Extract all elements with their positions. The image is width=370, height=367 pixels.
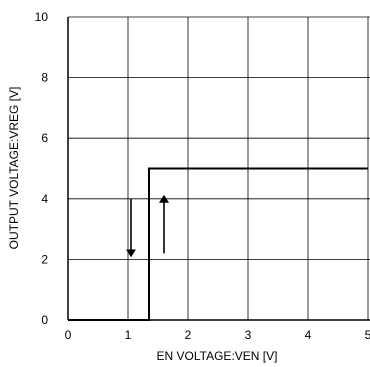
y-axis-title: OUTPUT VOLTAGE:VREG [V] [7, 87, 21, 250]
y-tick-label: 2 [41, 252, 48, 266]
x-tick-label: 0 [65, 328, 72, 342]
x-tick-label: 1 [125, 328, 132, 342]
tick-labels: 0 1 2 3 4 5 0 2 4 6 8 10 [35, 10, 370, 342]
annotation-layer [126, 194, 169, 258]
y-tick-label: 4 [41, 192, 48, 206]
y-tick-label: 6 [41, 131, 48, 145]
x-tick-label: 2 [185, 328, 192, 342]
y-tick-label: 8 [41, 71, 48, 85]
series-layer [68, 167, 368, 321]
x-tick-label: 4 [305, 328, 312, 342]
axes [67, 17, 370, 321]
y-tick-label: 10 [35, 10, 49, 24]
x-tick-label: 5 [365, 328, 370, 342]
x-tick-label: 3 [245, 328, 252, 342]
y-tick-label: 0 [41, 313, 48, 327]
x-axis-title: EN VOLTAGE:VEN [V] [157, 349, 278, 363]
series-line [68, 167, 368, 321]
